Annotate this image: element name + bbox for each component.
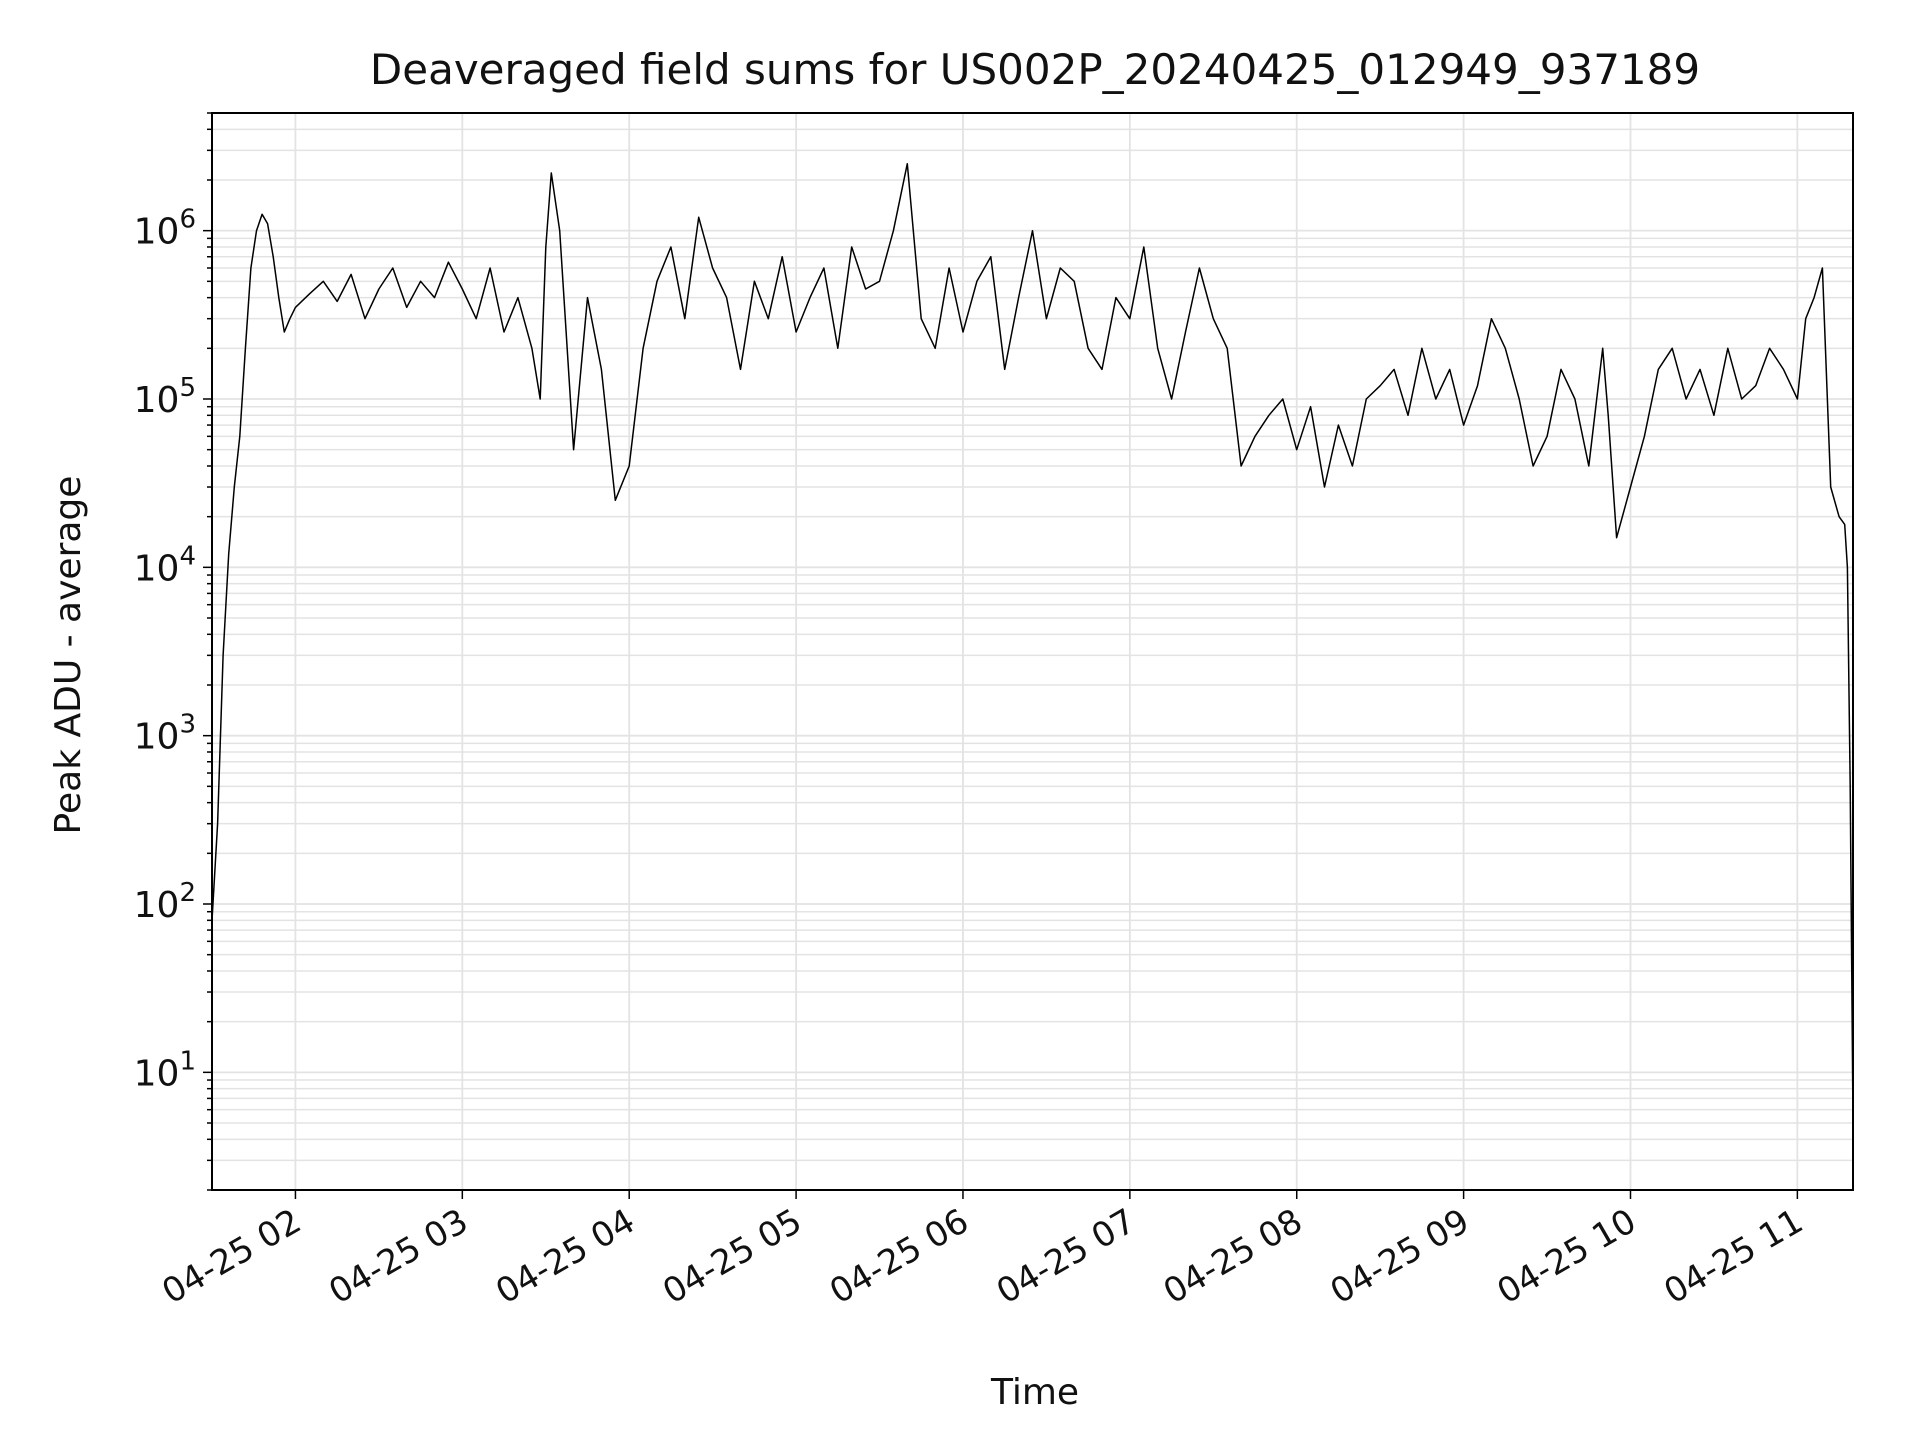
y-tick-label: 105 bbox=[134, 373, 196, 421]
y-axis: 101 102 103 104 105 106 bbox=[134, 112, 212, 1191]
y-tick-label: 101 bbox=[134, 1046, 196, 1094]
y-tick-label: 104 bbox=[134, 541, 196, 589]
y-tick-label: 103 bbox=[134, 710, 196, 758]
series-line bbox=[211, 162, 1854, 1124]
y-tick-label: 106 bbox=[134, 205, 196, 253]
grid-layer bbox=[212, 112, 1853, 1191]
chart-title: Deaveraged field sums for US002P_2024042… bbox=[370, 45, 1700, 94]
y-tick-label: 102 bbox=[134, 878, 196, 926]
y-axis-label: Peak ADU - average bbox=[48, 476, 89, 835]
plot-frame bbox=[211, 112, 1854, 1191]
x-axis-label: Time bbox=[990, 1372, 1079, 1413]
series-layer bbox=[211, 162, 1854, 1124]
